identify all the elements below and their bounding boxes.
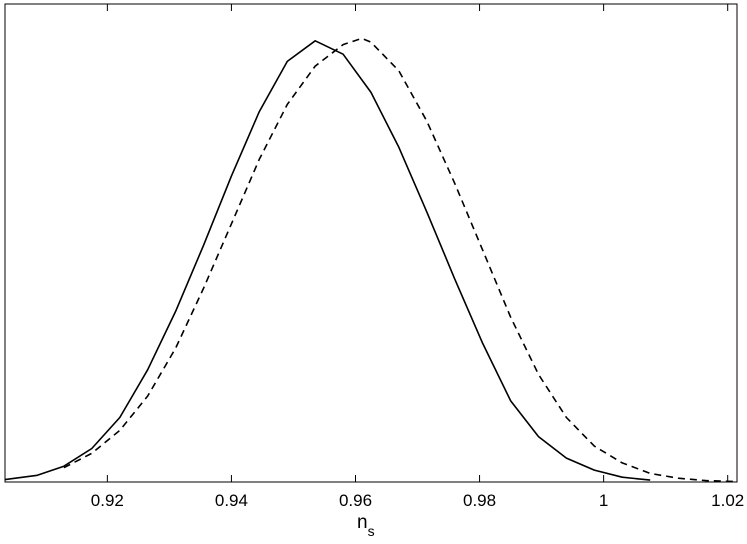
x-axis-label-subscript: s xyxy=(368,523,375,539)
series-line-dashed xyxy=(63,37,734,483)
x-ticks: 0.92 0.94 0.96 0.98 1 1.02 xyxy=(91,4,744,510)
x-tick-label: 0.98 xyxy=(463,491,496,510)
x-tick-label: 0.94 xyxy=(215,491,248,510)
x-axis-label-main: n xyxy=(357,512,368,533)
x-tick-label: 0.96 xyxy=(339,491,372,510)
x-axis-label: ns xyxy=(357,512,375,539)
x-tick-label: 1 xyxy=(599,491,608,510)
series-line-solid xyxy=(4,39,651,481)
x-tick-label: 1.02 xyxy=(711,491,744,510)
plot-frame xyxy=(4,3,738,483)
series-group xyxy=(4,37,734,483)
x-tick-label: 0.92 xyxy=(91,491,124,510)
